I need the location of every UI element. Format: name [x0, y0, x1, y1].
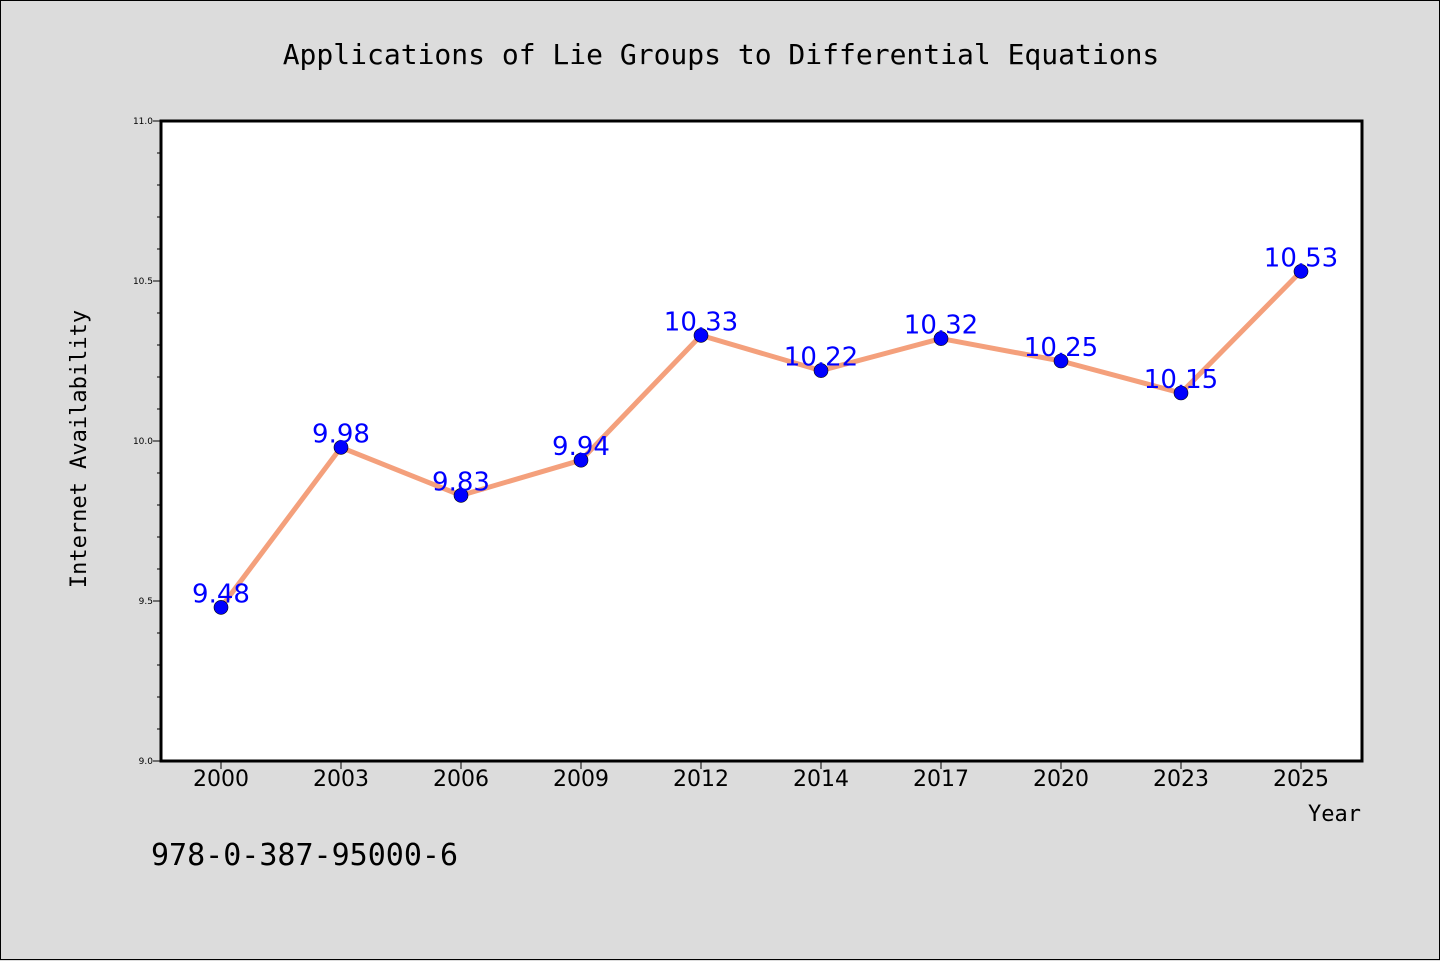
x-tick-label: 2003 — [313, 767, 369, 792]
data-point — [213, 600, 229, 615]
x-tick-label: 2012 — [673, 767, 729, 792]
data-label: 9.48 — [192, 579, 250, 609]
data-label: 10.25 — [1024, 333, 1098, 363]
series-line — [218, 269, 1303, 609]
data-point — [453, 488, 469, 503]
data-point — [693, 328, 709, 343]
y-tick-label: 11.0 — [133, 117, 153, 127]
y-tick-label: 9.5 — [139, 597, 153, 607]
x-tick-label: 2006 — [433, 767, 489, 792]
data-point — [1173, 385, 1189, 401]
y-tick-label: 10.5 — [133, 277, 153, 287]
data-label: 9.83 — [432, 467, 490, 497]
data-label: 10.53 — [1264, 243, 1338, 273]
data-label: 10.15 — [1144, 365, 1218, 395]
data-label: 10.33 — [664, 307, 738, 337]
y-axis-label: Internet Availability — [67, 310, 92, 588]
x-axis-label: Year — [1308, 802, 1361, 827]
data-point — [333, 440, 349, 455]
x-axis: 2000 2003 2006 2009 2012 2014 2017 2020 2023 2025 — [193, 761, 1329, 792]
data-point — [813, 363, 829, 378]
chart-title: Applications of Lie Groups to Differenti… — [283, 38, 1160, 71]
x-tick-label: 2020 — [1033, 767, 1089, 792]
x-tick-label: 2009 — [553, 767, 609, 792]
data-label: 10.32 — [904, 311, 978, 341]
data-point — [933, 331, 949, 346]
data-labels: 9.48 9.98 9.83 9.94 10.33 10.22 10.32 10.25 10.1… — [192, 243, 1338, 609]
data-point — [1053, 353, 1069, 369]
data-point — [1293, 264, 1309, 279]
plot-area — [159, 119, 1364, 763]
data-label: 9.98 — [312, 419, 370, 449]
x-tick-label: 2014 — [793, 767, 849, 792]
data-label: 10.22 — [784, 343, 858, 373]
data-label: 9.94 — [552, 432, 610, 462]
y-tick-label: 10.0 — [133, 437, 153, 447]
x-tick-label: 2025 — [1273, 767, 1329, 792]
data-point — [573, 452, 589, 468]
y-tick-label: 9.0 — [139, 757, 154, 767]
series-layer — [213, 264, 1309, 615]
isbn-annotation: 978-0-387-95000-6 — [151, 838, 458, 873]
x-tick-label: 2017 — [913, 767, 969, 792]
y-minor-ticks — [157, 152, 161, 730]
y-axis: 9.0 9.5 10.0 10.5 11.0 — [133, 117, 161, 767]
x-tick-label: 2000 — [193, 767, 249, 792]
x-tick-label: 2023 — [1153, 767, 1209, 792]
